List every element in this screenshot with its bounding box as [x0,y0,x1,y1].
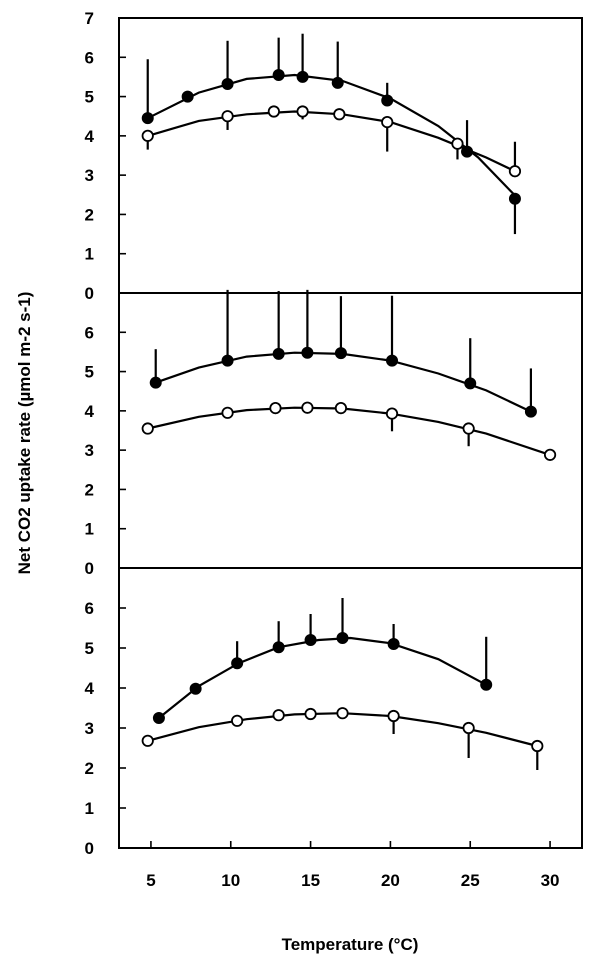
data-point [272,641,285,654]
series-curve [147,406,551,456]
data-point [269,402,282,415]
data-point [381,94,394,107]
y-axis-title: Net CO2 uptake rate (µmol m-2 s-1) [15,292,34,575]
y-tick-label: 4 [85,127,95,146]
panel-frame [118,567,583,849]
series-open [141,707,544,770]
data-point [336,707,349,720]
data-point [141,129,154,142]
x-tick-label: 10 [221,871,240,890]
data-point [272,347,285,360]
y-tick-label: 6 [85,48,94,67]
data-point [149,376,162,389]
data-point [272,709,285,722]
data-point [189,682,202,695]
data-point [464,377,477,390]
data-point [387,638,400,650]
series-filled [152,598,493,724]
y-tick-label: 5 [85,639,94,658]
y-tick-label: 3 [85,441,94,460]
data-point [381,116,394,129]
data-point [301,401,314,414]
panel-3: 0 1 2 3 4 5 6 [85,567,583,858]
data-point [386,354,399,367]
data-point [221,354,234,367]
y-tick-label: 2 [85,480,94,499]
data-point [231,714,244,727]
y-tick-label: 6 [85,323,94,342]
data-point [221,406,234,419]
x-tick-label: 5 [146,871,155,890]
series-filled [141,33,521,235]
data-point [231,657,244,670]
data-point [296,105,309,118]
y-tick-label: 4 [85,679,95,698]
data-point [334,402,348,415]
data-point [531,739,544,753]
y-tick-label: 1 [85,520,94,539]
y-tick-label: 0 [85,559,94,578]
x-tick-label: 20 [381,871,400,890]
x-axis-title: Temperature (°C) [282,935,419,954]
y-tick-label: 1 [85,799,94,818]
data-point [387,709,400,723]
y-tick-label: 6 [85,599,94,618]
y-tick-label: 3 [85,166,94,185]
data-point [221,110,234,123]
y-tick-label: 1 [85,245,94,264]
data-point [524,405,537,418]
y-tick-label: 4 [85,402,95,421]
y-tick-label: 7 [85,9,94,28]
panel-frame [118,292,583,569]
chart-panels: 0 1 2 3 4 5 6 7 0 1 2 3 4 5 6 0 1 2 3 4 5 6 [85,9,583,858]
data-point [336,632,349,644]
y-tick-label: 5 [85,88,94,107]
y-tick-label: 5 [85,363,94,382]
data-point [451,137,464,150]
data-point [543,448,557,461]
data-point [333,108,346,121]
data-point [462,721,475,735]
y-tick-label: 0 [85,839,94,858]
series-open [141,105,522,178]
panel-frame [118,17,583,294]
data-point [480,678,493,691]
panel-1: 0 1 2 3 4 5 6 7 [85,9,583,303]
data-point [385,407,399,420]
data-point [141,422,154,435]
data-point [272,68,285,81]
x-tick-label: 25 [461,871,480,890]
y-tick-label: 0 [85,284,94,303]
data-point [267,105,280,118]
data-point [508,165,522,178]
data-point [296,70,309,83]
data-point [462,422,475,435]
x-tick-label: 15 [301,871,320,890]
data-point [221,78,234,90]
y-tick-label: 2 [85,205,94,224]
series-curve [147,73,519,200]
data-point [334,347,347,360]
data-point [304,707,317,721]
data-point [304,634,317,646]
series-curve [158,636,487,719]
y-tick-label: 2 [85,759,94,778]
data-point [508,192,521,205]
data-point [181,90,194,103]
y-tick-label: 3 [85,719,94,738]
data-point [152,712,165,724]
panel-2: 0 1 2 3 4 5 6 [85,289,583,578]
x-tick-label: 30 [541,871,560,890]
data-point [141,112,154,125]
data-point [331,76,344,89]
x-axis: 5 10 15 20 25 30 [146,841,560,890]
series-filled [149,289,537,418]
data-point [141,734,154,747]
series-open [141,401,557,461]
data-point [301,346,314,359]
